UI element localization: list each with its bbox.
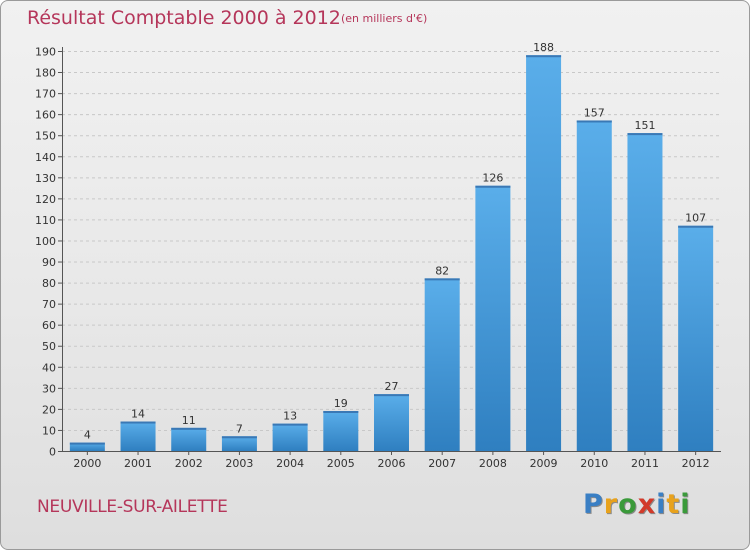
x-tick-label: 2003: [225, 457, 253, 470]
bar: [576, 120, 612, 451]
bar-top-edge: [424, 278, 460, 281]
y-tick-label: 50: [42, 340, 56, 353]
bar: [475, 185, 511, 451]
bar: [221, 436, 257, 451]
bar: [374, 394, 409, 451]
data-labels: 4 14 11 7 13 19 27 82 126 188 157 151 107: [84, 41, 706, 441]
grid-lines: [62, 51, 721, 452]
data-label: 7: [236, 422, 243, 435]
commune-name: NEUVILLE-SUR-AILETTE: [37, 497, 228, 517]
x-tick-labels: 2000 2001 2002 2003 2004 2005 2006 2007 2008 2009…: [73, 457, 709, 470]
y-tick-label: 20: [42, 403, 56, 416]
logo-letter: r: [603, 489, 619, 520]
bar: [323, 411, 359, 451]
bar-top-edge: [69, 442, 105, 445]
x-tick-label: 2002: [175, 457, 203, 470]
y-tick-label: 90: [42, 256, 56, 269]
bar: [526, 55, 562, 452]
x-tick-label: 2001: [124, 457, 152, 470]
bar-top-edge: [678, 225, 714, 228]
data-label: 13: [283, 410, 297, 423]
y-tick-label: 170: [35, 88, 56, 101]
bar: [678, 225, 714, 451]
logo-letter: x: [637, 489, 657, 520]
data-label: 157: [584, 106, 605, 119]
x-tick-label: 2010: [580, 457, 608, 470]
x-tick-label: 2005: [327, 457, 355, 470]
bar-top-edge: [627, 133, 663, 136]
data-label: 107: [685, 212, 706, 225]
bar-top-edge: [576, 120, 612, 123]
y-tick-label: 180: [35, 67, 56, 80]
y-tick-label: 190: [35, 46, 56, 59]
data-label: 27: [385, 380, 399, 393]
data-label: 19: [334, 397, 348, 410]
bar-top-edge: [272, 423, 308, 426]
y-tick-label: 40: [42, 361, 56, 374]
proxiti-logo[interactable]: Proxiti: [583, 489, 691, 520]
y-tick-label: 110: [35, 214, 56, 227]
logo-letter: i: [680, 489, 691, 520]
y-tick-label: 120: [35, 193, 56, 206]
axes: [58, 47, 721, 455]
bar-top-edge: [221, 436, 257, 439]
logo-letter: o: [618, 489, 638, 520]
y-tick-label: 10: [42, 424, 56, 437]
bar-top-edge: [323, 411, 359, 413]
x-tick-label: 2004: [276, 457, 304, 470]
data-label: 11: [182, 414, 196, 427]
y-tick-label: 30: [42, 382, 56, 395]
bar-top-edge: [120, 421, 156, 424]
x-tick-label: 2009: [530, 457, 558, 470]
bar-top-edge: [171, 427, 207, 430]
y-tick-label: 140: [35, 151, 56, 164]
data-label: 82: [435, 264, 449, 277]
data-label: 188: [533, 41, 554, 54]
y-tick-label: 70: [42, 298, 56, 311]
data-label: 151: [634, 119, 655, 132]
y-tick-label: 100: [35, 235, 56, 248]
logo-letter: t: [666, 489, 681, 520]
y-tick-label: 130: [35, 172, 56, 185]
x-tick-label: 2011: [631, 457, 659, 470]
y-tick-label: 160: [35, 109, 56, 122]
x-tick-label: 2000: [73, 457, 101, 470]
x-tick-label: 2006: [378, 457, 406, 470]
y-tick-label: 150: [35, 130, 56, 143]
x-tick-label: 2007: [428, 457, 456, 470]
bar-top-edge: [475, 185, 511, 188]
y-tick-label: 80: [42, 277, 56, 290]
y-tick-label: 0: [49, 446, 56, 459]
data-label: 14: [131, 408, 145, 421]
data-label: 4: [84, 429, 91, 442]
y-tick-labels: 0 10 20 30 40 50 60 70 80 90 100 110 120 130 140 150 160…: [35, 46, 56, 459]
bar: [171, 427, 207, 451]
bar: [69, 442, 105, 451]
bar: [627, 133, 663, 451]
logo-letter: i: [656, 489, 667, 520]
logo-letter: P: [583, 489, 604, 520]
bar: [120, 421, 156, 451]
chart-title: Résultat Comptable 2000 à 2012: [27, 7, 341, 29]
data-label: 126: [482, 172, 503, 185]
bar: [272, 423, 308, 451]
x-tick-label: 2008: [479, 457, 507, 470]
bars: [69, 55, 714, 452]
y-tick-label: 60: [42, 319, 56, 332]
x-tick-label: 2012: [682, 457, 710, 470]
bar: [424, 278, 460, 451]
bar-top-edge: [526, 55, 562, 58]
bar-top-edge: [374, 394, 409, 397]
chart-subtitle: (en milliers d'€): [341, 12, 428, 25]
